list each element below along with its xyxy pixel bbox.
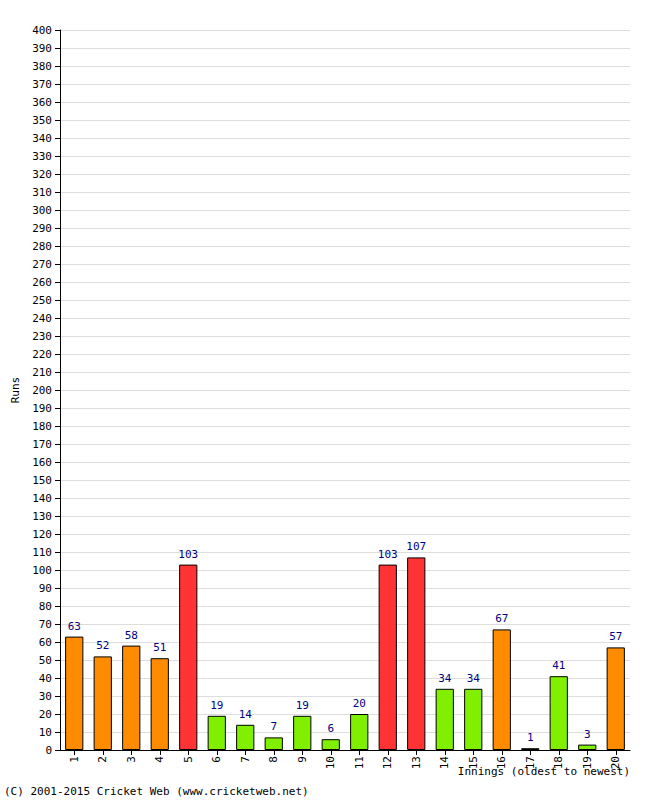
svg-text:Innings (oldest to newest): Innings (oldest to newest): [458, 765, 630, 778]
svg-text:15: 15: [467, 756, 480, 769]
svg-text:51: 51: [153, 641, 166, 654]
svg-text:19: 19: [296, 699, 309, 712]
svg-text:(C) 2001-2015 Cricket Web (www: (C) 2001-2015 Cricket Web (www.cricketwe…: [4, 785, 309, 798]
svg-text:57: 57: [609, 630, 622, 643]
svg-text:20: 20: [39, 708, 52, 721]
svg-text:34: 34: [467, 672, 481, 685]
svg-text:1: 1: [527, 731, 534, 744]
svg-text:14: 14: [438, 756, 451, 770]
svg-text:Runs: Runs: [9, 377, 22, 404]
svg-text:10: 10: [324, 756, 337, 769]
svg-text:10: 10: [39, 726, 52, 739]
svg-text:240: 240: [32, 312, 52, 325]
svg-text:67: 67: [495, 612, 508, 625]
svg-text:90: 90: [39, 582, 52, 595]
svg-text:58: 58: [125, 629, 138, 642]
svg-text:130: 130: [32, 510, 52, 523]
svg-text:80: 80: [39, 600, 52, 613]
svg-text:41: 41: [552, 659, 565, 672]
svg-text:330: 330: [32, 150, 52, 163]
svg-text:390: 390: [32, 42, 52, 55]
svg-text:4: 4: [153, 756, 166, 763]
svg-text:230: 230: [32, 330, 52, 343]
svg-text:300: 300: [32, 204, 52, 217]
svg-text:170: 170: [32, 438, 52, 451]
svg-text:9: 9: [296, 756, 309, 763]
svg-text:270: 270: [32, 258, 52, 271]
svg-text:340: 340: [32, 132, 52, 145]
svg-text:14: 14: [239, 708, 253, 721]
svg-text:260: 260: [32, 276, 52, 289]
svg-text:360: 360: [32, 96, 52, 109]
svg-text:13: 13: [410, 756, 423, 769]
svg-text:180: 180: [32, 420, 52, 433]
svg-text:60: 60: [39, 636, 52, 649]
svg-text:17: 17: [524, 756, 537, 769]
svg-text:70: 70: [39, 618, 52, 631]
svg-text:50: 50: [39, 654, 52, 667]
svg-text:12: 12: [381, 756, 394, 769]
svg-text:3: 3: [125, 756, 138, 763]
svg-text:220: 220: [32, 348, 52, 361]
svg-text:0: 0: [45, 744, 52, 757]
svg-text:103: 103: [178, 548, 198, 561]
svg-text:2: 2: [96, 756, 109, 763]
svg-text:290: 290: [32, 222, 52, 235]
svg-text:34: 34: [438, 672, 452, 685]
svg-text:200: 200: [32, 384, 52, 397]
svg-text:350: 350: [32, 114, 52, 127]
svg-text:190: 190: [32, 402, 52, 415]
svg-text:3: 3: [584, 728, 591, 741]
svg-text:8: 8: [267, 756, 280, 763]
svg-text:400: 400: [32, 24, 52, 37]
svg-text:11: 11: [353, 756, 366, 769]
svg-text:210: 210: [32, 366, 52, 379]
svg-text:20: 20: [609, 756, 622, 769]
svg-text:30: 30: [39, 690, 52, 703]
svg-text:52: 52: [96, 639, 109, 652]
svg-text:140: 140: [32, 492, 52, 505]
svg-text:1: 1: [68, 756, 81, 763]
svg-text:150: 150: [32, 474, 52, 487]
svg-text:18: 18: [552, 756, 565, 769]
svg-text:7: 7: [270, 720, 277, 733]
svg-text:280: 280: [32, 240, 52, 253]
svg-text:40: 40: [39, 672, 52, 685]
svg-text:160: 160: [32, 456, 52, 469]
svg-text:6: 6: [327, 722, 334, 735]
svg-text:103: 103: [378, 548, 398, 561]
svg-text:16: 16: [495, 756, 508, 769]
svg-text:100: 100: [32, 564, 52, 577]
svg-text:6: 6: [210, 756, 223, 763]
svg-text:20: 20: [353, 697, 366, 710]
svg-text:380: 380: [32, 60, 52, 73]
svg-text:310: 310: [32, 186, 52, 199]
svg-text:63: 63: [68, 620, 81, 633]
svg-text:120: 120: [32, 528, 52, 541]
svg-text:5: 5: [182, 756, 195, 763]
svg-text:19: 19: [581, 756, 594, 769]
svg-text:19: 19: [210, 699, 223, 712]
svg-text:250: 250: [32, 294, 52, 307]
svg-text:107: 107: [406, 540, 426, 553]
svg-text:110: 110: [32, 546, 52, 559]
svg-text:320: 320: [32, 168, 52, 181]
svg-text:7: 7: [239, 756, 252, 763]
svg-text:370: 370: [32, 78, 52, 91]
